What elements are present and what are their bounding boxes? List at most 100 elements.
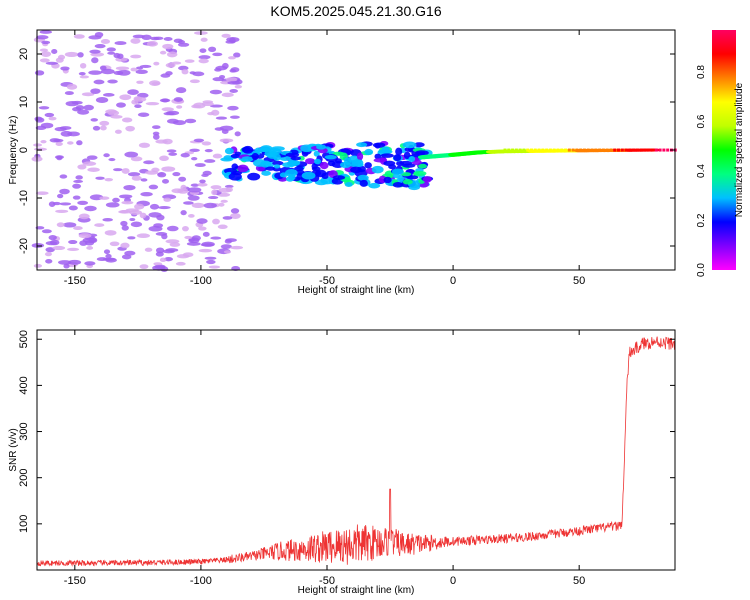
spectrogram-cell — [311, 163, 318, 170]
snr-panel: -150 -100 -50 0 50 100 200 300 400 500 Height of… — [8, 329, 676, 596]
spectrogram-cell — [161, 166, 176, 172]
spectrogram-cell — [220, 199, 228, 203]
spectrogram-cell — [77, 200, 89, 206]
spectrogram-cell — [273, 164, 281, 169]
spectrogram-cell — [75, 175, 83, 180]
spectrogram-cell — [84, 205, 97, 212]
spectrogram-cell — [176, 105, 183, 109]
spectrogram-cell — [204, 159, 216, 163]
spectrogram-cell — [60, 130, 73, 137]
x-tick-label: -50 — [319, 275, 335, 287]
spectrogram-cell — [67, 141, 74, 145]
spectrogram-cell — [148, 184, 159, 190]
spectrogram-cell — [105, 253, 112, 259]
spectrogram-ridge-core — [537, 148, 541, 152]
spectrogram-ridge-core — [632, 148, 636, 152]
spectrogram-cell — [113, 168, 123, 172]
snr-plot-area — [37, 330, 675, 570]
spectrogram-ridge-core — [605, 148, 609, 152]
spectrogram-cell — [159, 50, 167, 55]
spectrogram-cell — [73, 34, 85, 39]
spectrogram-cell — [78, 71, 86, 76]
colorbar-ticks: 0.0 0.2 0.4 0.6 0.8 — [696, 65, 707, 277]
spectrogram-cell — [189, 148, 200, 153]
x-tick-label: -150 — [64, 575, 86, 587]
spectrogram-cell — [357, 174, 369, 181]
spectrogram-cell — [223, 250, 232, 254]
spectrogram-cell — [279, 172, 288, 178]
spectrogram-cell — [55, 57, 64, 63]
spectrogram-cell — [40, 51, 52, 57]
spectrogram-cell — [78, 213, 90, 220]
spectrogram-ridge-core — [643, 148, 647, 152]
spectrogram-cell — [210, 236, 222, 240]
spectrogram-cell — [169, 242, 181, 247]
y-tick-label: -20 — [18, 238, 30, 254]
spectrogram-cell — [127, 172, 141, 177]
spectrogram-ridge-core — [560, 148, 564, 152]
x-tick-label: 50 — [573, 275, 585, 287]
spectrogram-cell — [153, 262, 163, 266]
spectrogram-cell — [218, 202, 225, 207]
spectrogram-cell — [155, 139, 168, 144]
spectrogram-cell — [344, 157, 352, 166]
spectrogram-cell — [88, 70, 102, 75]
spectrogram-cell — [364, 162, 372, 169]
spectrogram-cell — [108, 158, 116, 162]
spectrogram-cell — [63, 263, 70, 269]
y-tick-label: 200 — [18, 469, 30, 487]
spectrogram-cell — [251, 152, 259, 160]
spectrogram-cell — [220, 157, 234, 162]
spectrogram-cell — [234, 131, 241, 137]
y-tick-label: 20 — [18, 48, 30, 60]
spectrogram-cell — [208, 265, 221, 269]
spectrogram-cell — [63, 222, 77, 228]
spectrogram-ridge-core — [601, 148, 605, 152]
spectrogram-cell — [59, 202, 72, 206]
spectrogram-cell — [178, 176, 187, 182]
spectrogram-cell — [59, 174, 68, 179]
spectrogram-cell — [272, 160, 284, 166]
spectrogram-cell — [230, 67, 240, 73]
spectrogram-cell — [163, 111, 175, 116]
spectrogram-ridge-core — [651, 148, 655, 152]
x-tick-label: 0 — [450, 275, 456, 287]
spectrogram-cell — [413, 142, 425, 148]
spectrogram-cell — [294, 166, 304, 172]
spectrogram-cell — [181, 69, 189, 75]
spectrogram-cell — [140, 178, 148, 182]
spectrogram-cell — [130, 54, 142, 59]
spectrogram-cell — [286, 160, 300, 167]
spectrogram-cell — [67, 247, 80, 251]
spectrogram-cell — [39, 58, 50, 63]
spectrogram-cell — [230, 213, 241, 219]
spectrogram-cell — [381, 146, 390, 153]
spectrogram-cell — [153, 61, 160, 66]
spectrogram-cell — [157, 206, 171, 210]
spectrogram-cell — [233, 52, 241, 58]
spectrogram-cell — [95, 176, 105, 180]
spectrogram-cell — [72, 107, 82, 112]
spectrogram-cell — [130, 38, 141, 44]
spectrogram-cell — [392, 173, 400, 179]
spectrogram-cell — [162, 249, 175, 254]
spectrogram-cell — [324, 154, 337, 160]
x-tick-label: -100 — [190, 275, 212, 287]
spectrogram-cell — [168, 152, 178, 156]
snr-x-label: Height of straight line (km) — [298, 585, 415, 596]
spectrogram-cell — [45, 258, 53, 264]
spectrogram-cell — [77, 109, 90, 115]
spectrogram-cell — [151, 167, 160, 173]
spectrogram-cell — [35, 191, 49, 195]
colorbar-tick-label: 0.8 — [696, 65, 707, 79]
spectrogram-ridge-core — [598, 148, 602, 152]
spectrogram-ridge-core — [518, 148, 522, 152]
spectrogram-cell — [172, 120, 186, 126]
spectrogram-cell — [198, 55, 211, 60]
spectrogram-cell — [198, 226, 207, 231]
spectrogram-cell — [171, 188, 184, 194]
spectrogram-cell — [44, 112, 55, 118]
y-tick-label: 10 — [18, 96, 30, 108]
spectrogram-ridge-core — [522, 148, 526, 152]
spectrogram-cell — [230, 208, 240, 214]
